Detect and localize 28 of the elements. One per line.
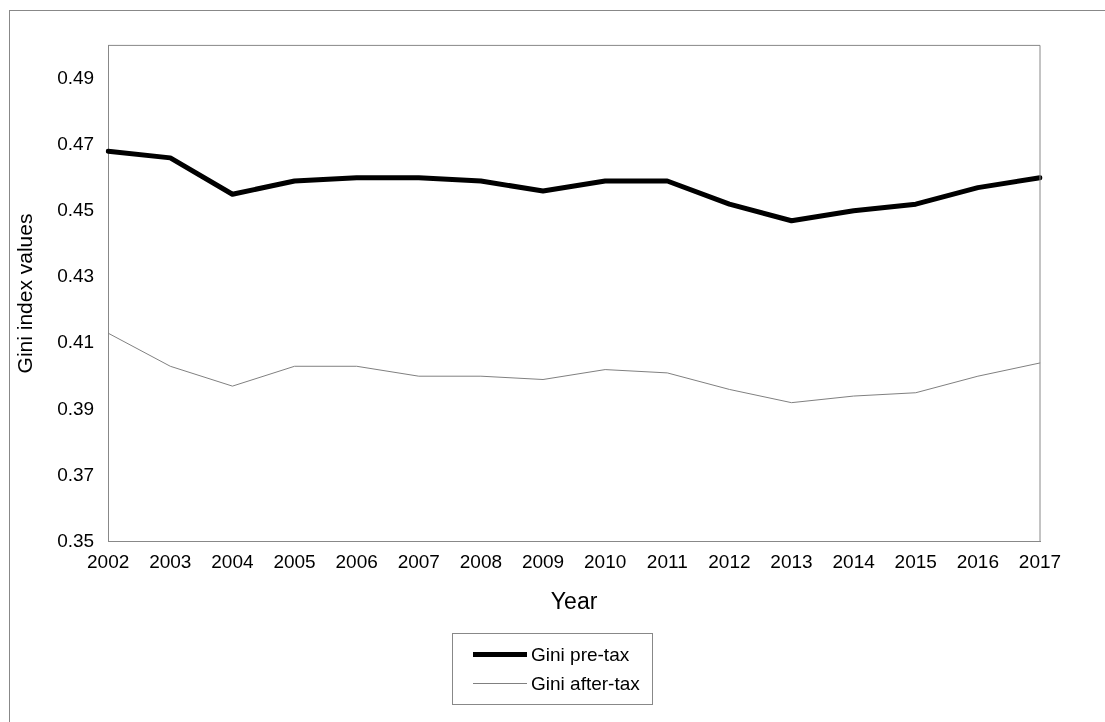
x-tick-label: 2010 bbox=[584, 551, 627, 573]
y-tick-label: 0.37 bbox=[57, 463, 95, 485]
y-tick-label: 0.41 bbox=[57, 331, 95, 353]
y-axis-title: Gini index values bbox=[13, 213, 37, 374]
y-tick-label: 0.43 bbox=[57, 265, 95, 287]
y-tick-label: 0.49 bbox=[57, 66, 95, 88]
x-tick-label: 2014 bbox=[832, 551, 876, 573]
x-tick-label: 2016 bbox=[956, 551, 1000, 573]
y-tick-label: 0.35 bbox=[57, 529, 95, 551]
y-tick-label: 0.47 bbox=[57, 132, 95, 154]
x-tick-label: 2017 bbox=[1018, 551, 1062, 573]
x-tick-label: 2007 bbox=[397, 551, 440, 573]
x-tick-label: 2013 bbox=[770, 551, 813, 573]
x-tick-label: 2012 bbox=[708, 551, 751, 573]
y-tick-label: 0.39 bbox=[57, 397, 95, 419]
x-tick-label: 2003 bbox=[149, 551, 192, 573]
x-axis-title: Year bbox=[550, 587, 598, 614]
x-tick-label: 2015 bbox=[894, 551, 937, 573]
legend-label: Gini pre-tax bbox=[531, 643, 630, 666]
x-tick-label: 2005 bbox=[273, 551, 316, 573]
y-tick-label: 0.45 bbox=[57, 199, 95, 221]
x-tick-label: 2002 bbox=[87, 551, 130, 573]
x-tick-label: 2009 bbox=[521, 551, 565, 573]
x-tick-label: 2004 bbox=[211, 551, 254, 573]
x-tick-label: 2008 bbox=[459, 551, 503, 573]
x-tick-label: 2011 bbox=[646, 551, 688, 573]
legend-label: Gini after-tax bbox=[531, 672, 640, 695]
x-tick-label: 2006 bbox=[335, 551, 378, 573]
